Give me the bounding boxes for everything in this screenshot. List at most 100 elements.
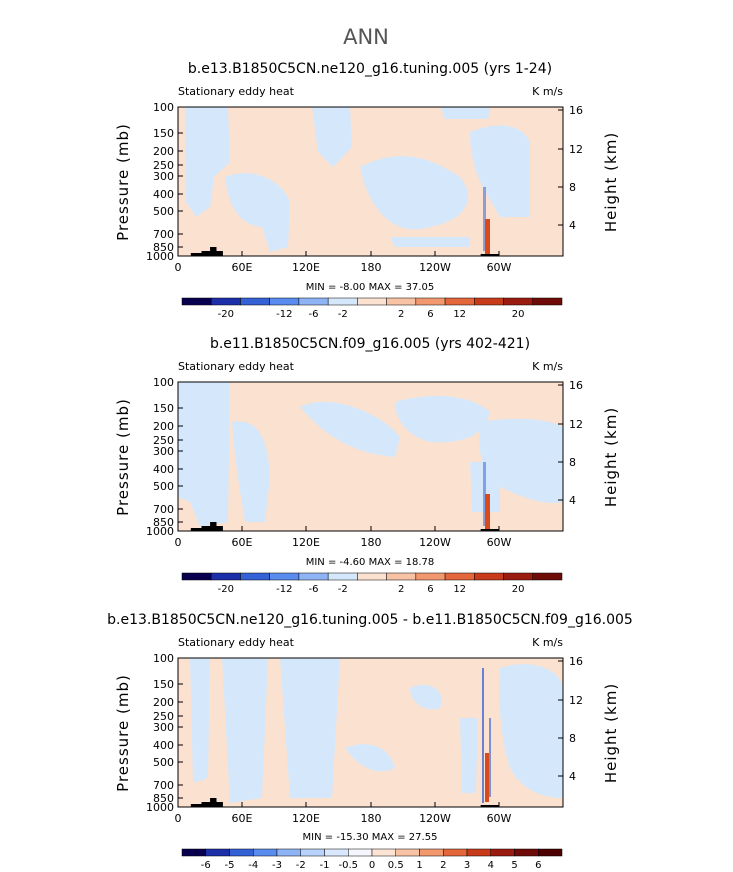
x-tick-label: 60W [487,812,512,825]
y-tick-label: 300 [153,721,174,734]
colorbar-label: -2 [338,309,348,320]
y-tick-label: 400 [153,463,174,476]
svg-text:Pressure (mb): Pressure (mb) [114,398,132,516]
y-tick-label: 100 [153,652,174,665]
y-tick-label: 1000 [146,801,174,814]
contour-region [470,125,530,217]
svg-text:Height (km): Height (km) [602,407,620,507]
x-tick-label: 0 [175,812,182,825]
colorbar-swatch [181,848,206,857]
colorbar-swatch [298,572,329,581]
colorbar-swatch [415,572,446,581]
field-contours [190,658,563,803]
colorbar-swatch [269,572,300,581]
colorbar-swatch [240,572,270,581]
strong-features [483,462,490,531]
main-title: ANN [343,25,389,49]
height-axis-label: Height (km) [602,683,620,783]
colorbar-label: -12 [276,309,292,320]
panel-title: b.e11.B1850C5CN.f09_g16.005 (yrs 402-421… [210,336,530,352]
colorbar-swatch [327,297,358,306]
colorbar-swatch [538,848,563,857]
y-tick-label: 400 [153,739,174,752]
colorbar-label: -20 [218,309,234,320]
colorbar-swatch [357,572,387,581]
colorbar-label: 2 [398,309,404,320]
y-tick-label: 300 [153,170,174,183]
contour-region [345,744,395,772]
svg-text:Height (km): Height (km) [602,683,620,783]
height-tick-label: 12 [569,418,583,431]
contour-region [178,382,230,527]
colorbar-label: 5 [511,860,517,871]
x-tick-label: 60W [487,261,512,274]
y-tick-label: 850 [153,241,174,254]
y-tick-label: 300 [153,445,174,458]
y-tick-label: 250 [153,159,174,172]
blue-streak [483,187,486,251]
topography [190,247,223,256]
panel-1: b.e13.B1850C5CN.ne120_g16.tuning.005 (yr… [114,61,620,293]
colorbar-swatch [276,848,301,857]
contour-region [410,684,442,710]
colorbar-swatch [181,297,212,306]
left-string: Stationary eddy heat [178,360,295,373]
colorbar-swatch [327,572,358,581]
y-tick-label: 200 [153,420,174,433]
colorbar-label: -20 [218,584,234,595]
contour-region [232,421,270,522]
colorbar-label: 0.5 [388,860,404,871]
colorbar-label: -4 [248,860,258,871]
blue-streak [483,462,486,526]
right-string: K m/s [532,360,563,373]
min-max-readout: MIN = -15.30 MAX = 27.55 [303,832,438,843]
height-tick-label: 16 [569,379,583,392]
colorbar-swatch [324,848,349,857]
contour-region [440,107,490,119]
colorbar-label: -12 [276,584,292,595]
colorbar-swatch [181,572,212,581]
y-tick-label: 700 [153,503,174,516]
height-tick-label: 8 [569,732,576,745]
colorbar-swatch [474,297,504,306]
colorbar-swatch [205,848,230,857]
panel-title: b.e13.B1850C5CN.ne120_g16.tuning.005 (yr… [188,61,552,77]
blue-streak [482,668,484,803]
right-string: K m/s [532,636,563,649]
contour-region [395,396,490,443]
contour-region [185,107,230,217]
x-tick-label: 180 [361,812,382,825]
y-tick-label: 200 [153,145,174,158]
colorbar-swatch [210,572,241,581]
panel-title: b.e13.B1850C5CN.ne120_g16.tuning.005 - b… [107,612,633,628]
contour-region [300,401,400,457]
strong-features [482,668,491,803]
colorbar-label: -6 [201,860,211,871]
red-streak [485,219,490,256]
panel-3: b.e13.B1850C5CN.ne120_g16.tuning.005 - b… [107,612,633,843]
height-tick-label: 12 [569,143,583,156]
height-tick-label: 16 [569,655,583,668]
x-tick-label: 180 [361,536,382,549]
svg-text:Pressure (mb): Pressure (mb) [114,674,132,792]
height-tick-label: 4 [569,494,576,507]
colorbar-label: -1 [320,860,330,871]
colorbar-label: 1 [416,860,422,871]
colorbar-label: 6 [427,309,433,320]
colorbar-swatch [240,297,270,306]
contour-region [479,418,563,503]
y-tick-label: 200 [153,696,174,709]
height-axis-label: Height (km) [602,132,620,232]
colorbar-swatch [443,848,468,857]
height-tick-label: 4 [569,219,576,232]
topography [480,254,499,256]
colorbar-swatch [466,848,491,857]
colorbar-swatch [444,572,475,581]
y-tick-label: 1000 [146,525,174,538]
colorbar-swatch [298,297,329,306]
y-tick-label: 700 [153,779,174,792]
colorbar-swatch [348,848,373,857]
y-axis-label: Pressure (mb) [114,398,132,516]
colorbar-label: 4 [488,860,494,871]
